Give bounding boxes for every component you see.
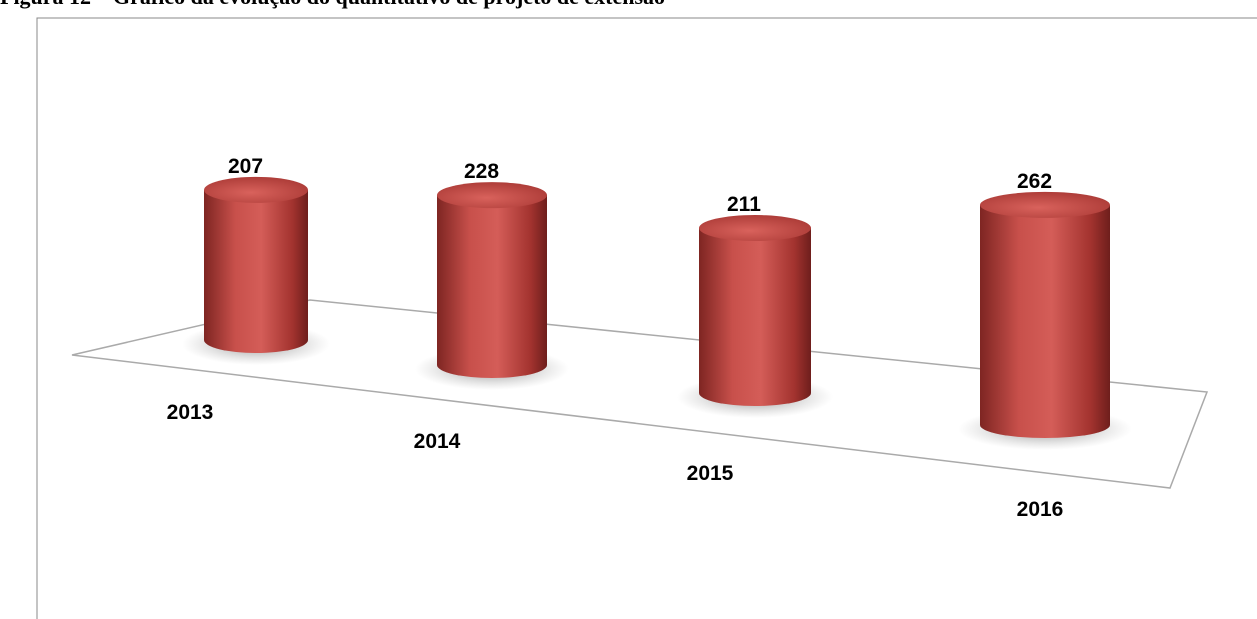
bar <box>204 176 308 353</box>
data-label: 228 <box>464 160 499 183</box>
chart-title: Figura 12 – Gráfico da evolução do quant… <box>0 0 665 9</box>
bar <box>437 182 547 378</box>
bar <box>980 191 1110 438</box>
data-label: 207 <box>228 155 263 178</box>
bar-body <box>699 227 811 406</box>
bar-top <box>204 176 308 203</box>
x-tick-label: 2015 <box>687 462 734 485</box>
bar-top <box>437 182 547 209</box>
x-tick-label: 2014 <box>414 430 461 453</box>
bar <box>699 214 811 406</box>
bar-body <box>980 204 1110 438</box>
bar-body <box>204 189 308 353</box>
chart-border <box>36 17 1257 619</box>
bar-top <box>699 214 811 241</box>
x-tick-label: 2016 <box>1017 498 1064 521</box>
bar-body <box>437 195 547 378</box>
data-label: 262 <box>1017 170 1052 193</box>
x-tick-label: 2013 <box>167 401 214 424</box>
bar-top <box>980 191 1110 218</box>
data-label: 211 <box>727 193 761 216</box>
